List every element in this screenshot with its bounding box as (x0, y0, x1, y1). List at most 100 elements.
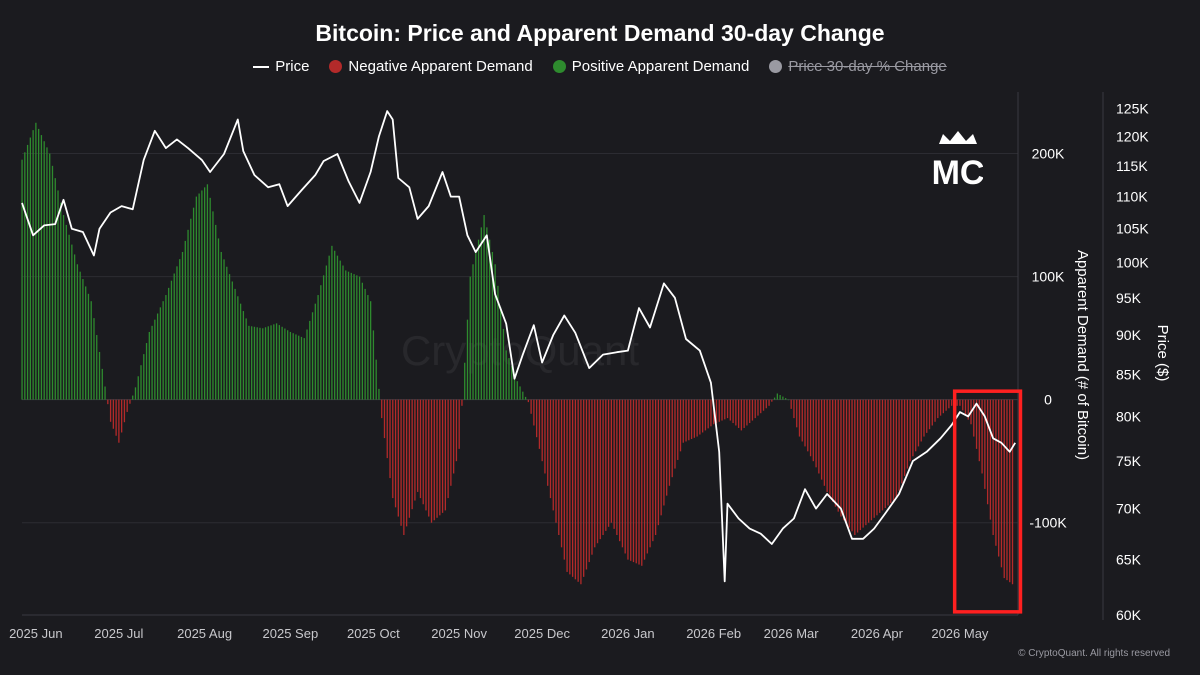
positive-demand-bar (181, 251, 184, 400)
negative-demand-bar (527, 399, 529, 403)
negative-demand-bar (903, 399, 906, 476)
legend-item-negative-demand[interactable]: Negative Apparent Demand (329, 58, 533, 75)
positive-demand-bar (190, 218, 192, 400)
positive-demand-bar (284, 328, 286, 400)
positive-demand-bar (21, 159, 23, 400)
negative-demand-bar (973, 399, 975, 437)
negative-demand-bar (679, 399, 682, 452)
positive-demand-bar (502, 328, 505, 400)
negative-demand-bar (436, 399, 438, 518)
positive-demand-bar (223, 259, 225, 400)
legend-item-price[interactable]: Price (253, 58, 309, 75)
negative-demand-bar (1003, 399, 1005, 579)
positive-demand-bar (228, 274, 231, 400)
positive-demand-bar (93, 318, 95, 400)
positive-demand-bar (314, 303, 316, 400)
negative-demand-bar (942, 399, 944, 414)
positive-demand-bar (331, 245, 333, 400)
left-axis-tick-label: 100K (1032, 269, 1065, 285)
positive-demand-bar (62, 215, 65, 400)
positive-demand-bar (505, 350, 507, 400)
positive-demand-bar (325, 265, 328, 400)
legend-item-positive-demand[interactable]: Positive Apparent Demand (552, 58, 749, 75)
negative-demand-bar (757, 399, 759, 416)
right-axis-tick-label: 115K (1116, 158, 1148, 174)
x-tick-label: 2025 Aug (177, 626, 232, 641)
positive-demand-bar (212, 211, 214, 400)
negative-demand-bar (646, 399, 648, 554)
negative-demand-bar (411, 399, 413, 510)
legend-item-price-change[interactable]: Price 30-day % Change (769, 58, 947, 75)
positive-demand-bar (140, 365, 142, 400)
positive-demand-bar (785, 398, 787, 400)
negative-demand-bar (381, 399, 383, 419)
negative-demand-bar (876, 399, 878, 516)
positive-demand-bar (356, 275, 358, 400)
axis-layer: 200K 100K 0 -100K 125K 120K 115K 110K 105K 100K 95… (9, 92, 1171, 641)
positive-demand-bar (65, 224, 67, 400)
negative-demand-bar (549, 399, 552, 499)
positive-demand-bar (522, 391, 524, 400)
positive-demand-bar (516, 381, 518, 400)
negative-demand-bar (884, 399, 886, 508)
right-axis-tick-label: 80K (1116, 408, 1142, 424)
price-line-layer (21, 110, 1016, 583)
positive-demand-bar (165, 295, 167, 400)
negative-demand-bar (428, 399, 430, 517)
negative-demand-bar (920, 399, 922, 442)
positive-demand-bar (306, 329, 308, 400)
negative-demand-bar (917, 399, 920, 447)
positive-demand-bar (469, 276, 471, 400)
positive-demand-bar (787, 399, 790, 401)
x-tick-label: 2025 Dec (514, 626, 570, 641)
legend: Price Negative Apparent Demand Positive … (0, 58, 1200, 75)
positive-demand-bar (367, 295, 369, 400)
right-axis-tick-label: 125K (1116, 100, 1149, 116)
positive-demand-bar (234, 288, 236, 400)
positive-demand-bar (38, 128, 40, 400)
negative-demand-bar (632, 399, 635, 563)
negative-demand-bar (815, 399, 817, 468)
negative-demand-bar (951, 399, 953, 406)
negative-demand-bar (386, 399, 388, 459)
negative-demand-bar (461, 399, 463, 406)
positive-demand-bar (101, 368, 103, 400)
positive-demand-bar (524, 396, 527, 400)
x-tick-label: 2025 Oct (347, 626, 400, 641)
negative-demand-bar (873, 399, 875, 518)
negative-demand-bar (702, 399, 704, 433)
positive-demand-bar (303, 338, 305, 400)
negative-demand-bar (771, 399, 773, 402)
copyright-notice: © CryptoQuant. All rights reserved (1018, 648, 1170, 659)
positive-demand-bar (82, 279, 84, 400)
positive-demand-bar (483, 215, 485, 400)
negative-demand-bar (123, 399, 126, 423)
legend-dot-negative (329, 60, 343, 73)
positive-demand-bar (361, 282, 363, 400)
logo-text: MC (933, 154, 983, 192)
negative-demand-bar (967, 399, 969, 420)
right-axis-tick-label: 120K (1116, 129, 1149, 145)
right-axis-tick-label: 65K (1116, 552, 1142, 568)
negative-demand-bar (696, 399, 698, 437)
negative-demand-bar (870, 399, 873, 521)
positive-demand-bar (281, 326, 283, 400)
positive-demand-bar (132, 395, 134, 400)
positive-demand-bar (60, 202, 62, 400)
positive-demand-bar (87, 293, 90, 400)
positive-demand-bar (29, 137, 31, 400)
positive-demand-bar (466, 319, 469, 400)
highlight-box (952, 389, 1023, 614)
positive-demand-bar (209, 197, 211, 400)
positive-demand-bar (168, 287, 170, 400)
positive-demand-bar (187, 229, 189, 400)
negative-demand-bar (934, 399, 936, 422)
negative-demand-bar (408, 399, 411, 518)
negative-demand-bar (948, 399, 950, 409)
negative-demand-bar (693, 399, 695, 438)
negative-demand-bar (685, 399, 687, 442)
positive-demand-bar (134, 387, 137, 400)
positive-demand-bar (184, 240, 186, 400)
right-axis-title: Price ($) (1154, 325, 1171, 382)
negative-demand-bar (743, 399, 745, 428)
